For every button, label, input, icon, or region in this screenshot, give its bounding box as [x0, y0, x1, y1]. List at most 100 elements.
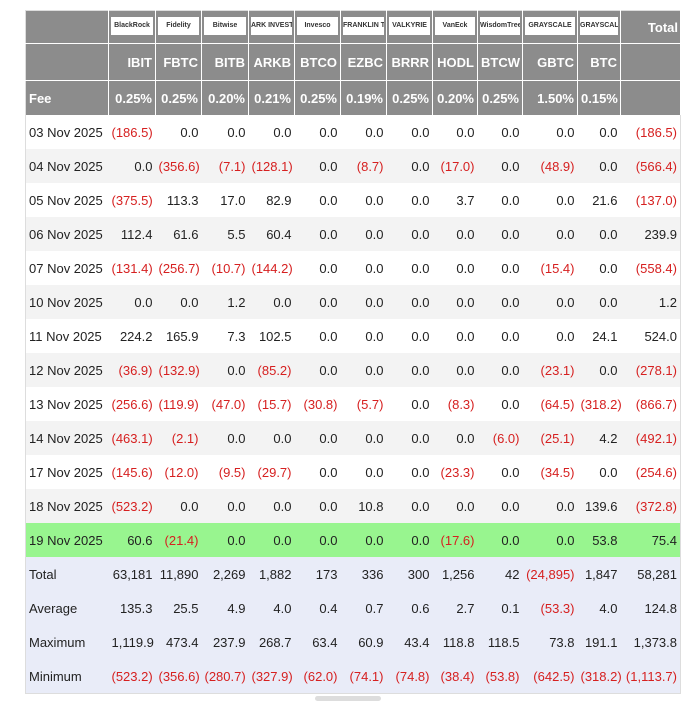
- flow-value: 0.7: [340, 591, 387, 625]
- flow-value: 473.4: [155, 625, 202, 659]
- logo-cell: GRAYSCALE: [522, 10, 578, 44]
- flow-value: 0.0: [386, 251, 433, 285]
- flow-value: (38.4): [432, 659, 478, 694]
- flow-value: (558.4): [620, 251, 681, 285]
- flow-value: (21.4): [155, 523, 202, 557]
- flow-value: (85.2): [248, 353, 295, 387]
- flow-value: 191.1: [577, 625, 621, 659]
- flow-value: 0.0: [201, 523, 249, 557]
- ticker: EZBC: [340, 43, 387, 81]
- flow-value: 0.0: [340, 285, 387, 319]
- flow-value: 25.5: [155, 591, 202, 625]
- flow-value: 0.0: [340, 319, 387, 353]
- fee: 0.25%: [386, 80, 433, 115]
- flow-value: 0.0: [577, 115, 621, 149]
- flow-value: 0.0: [477, 523, 523, 557]
- logo-cell: Fidelity: [155, 10, 202, 44]
- row-label: Maximum: [25, 625, 109, 659]
- flow-value: 0.0: [155, 285, 202, 319]
- flow-value: 63.4: [294, 625, 341, 659]
- empty-cell: [620, 43, 681, 81]
- issuer-logo: Fidelity: [158, 16, 199, 35]
- flow-value: (47.0): [201, 387, 249, 421]
- flow-value: 1,256: [432, 557, 478, 591]
- issuer-logo: ARK INVEST: [251, 16, 292, 35]
- issuer-logo: BlackRock: [111, 16, 153, 35]
- flow-value: 0.0: [248, 285, 295, 319]
- flow-value: (523.2): [108, 659, 156, 694]
- flow-value: (9.5): [201, 455, 249, 489]
- flows-table: BlackRock Fidelity Bitwise ARK INVEST Invesc…: [25, 10, 681, 694]
- flow-value: 113.3: [155, 183, 202, 217]
- flow-value: 0.0: [577, 217, 621, 251]
- flow-value: 0.0: [477, 115, 523, 149]
- flow-value: 0.0: [294, 319, 341, 353]
- flow-value: (34.5): [522, 455, 578, 489]
- flow-value: 0.4: [294, 591, 341, 625]
- flow-value: (318.2): [577, 659, 621, 694]
- row-label: 13 Nov 2025: [25, 387, 109, 421]
- flow-value: 0.0: [386, 285, 433, 319]
- flow-value: 0.0: [386, 183, 433, 217]
- flow-value: 0.0: [294, 251, 341, 285]
- flow-value: 82.9: [248, 183, 295, 217]
- row-label: 19 Nov 2025: [25, 523, 109, 557]
- flow-value: 0.0: [386, 489, 433, 523]
- flow-value: 0.0: [477, 149, 523, 183]
- flow-value: (186.5): [620, 115, 681, 149]
- flow-value: 61.6: [155, 217, 202, 251]
- flow-value: 0.0: [340, 251, 387, 285]
- flow-value: 0.0: [522, 523, 578, 557]
- table-body: 03 Nov 2025 (186.5) 0.0 0.0 0.0 0.0 0.0 0.0 0.0 0…: [25, 115, 681, 694]
- flow-value: (356.6): [155, 659, 202, 694]
- row-label: 07 Nov 2025: [25, 251, 109, 285]
- ticker-row: IBIT FBTC BITB ARKB BTCO EZBC BRRR HODL BTCW GBTC…: [25, 43, 681, 81]
- flow-value: 0.0: [248, 523, 295, 557]
- flow-value: (492.1): [620, 421, 681, 455]
- flow-value: 0.0: [201, 115, 249, 149]
- flow-value: 268.7: [248, 625, 295, 659]
- flow-value: (30.8): [294, 387, 341, 421]
- flow-value: 4.0: [248, 591, 295, 625]
- corner-cell: [25, 10, 109, 44]
- row-label: 12 Nov 2025: [25, 353, 109, 387]
- flow-value: 0.0: [294, 421, 341, 455]
- flow-value: 0.0: [577, 149, 621, 183]
- flow-value: 0.0: [432, 115, 478, 149]
- scrollbar[interactable]: [315, 696, 381, 701]
- flow-value: (642.5): [522, 659, 578, 694]
- flow-value: (15.4): [522, 251, 578, 285]
- flow-value: 0.0: [155, 115, 202, 149]
- flow-value: 5.5: [201, 217, 249, 251]
- issuer-logo: VanEck: [435, 16, 475, 35]
- flow-value: (128.1): [248, 149, 295, 183]
- flow-value: 224.2: [108, 319, 156, 353]
- flow-value: 0.0: [155, 489, 202, 523]
- flow-value: (375.5): [108, 183, 156, 217]
- flow-value: 300: [386, 557, 433, 591]
- flow-value: (74.8): [386, 659, 433, 694]
- row-label: 06 Nov 2025: [25, 217, 109, 251]
- flow-value: 10.8: [340, 489, 387, 523]
- ticker: ARKB: [248, 43, 295, 81]
- flow-value: (144.2): [248, 251, 295, 285]
- flow-value: 0.0: [201, 489, 249, 523]
- logo-cell: VanEck: [432, 10, 478, 44]
- flow-value: (23.3): [432, 455, 478, 489]
- flow-value: 0.0: [340, 115, 387, 149]
- flow-value: 0.0: [386, 455, 433, 489]
- logo-row: BlackRock Fidelity Bitwise ARK INVEST Invesc…: [25, 10, 681, 44]
- logo-cell: BlackRock: [108, 10, 156, 44]
- flow-value: (8.7): [340, 149, 387, 183]
- day-row: 03 Nov 2025 (186.5) 0.0 0.0 0.0 0.0 0.0 0.0 0.0 0…: [25, 115, 681, 149]
- flow-value: 0.0: [577, 353, 621, 387]
- flow-value: 0.0: [248, 421, 295, 455]
- flow-value: 112.4: [108, 217, 156, 251]
- flow-value: 0.0: [340, 455, 387, 489]
- ticker: BTC: [577, 43, 621, 81]
- flow-value: (25.1): [522, 421, 578, 455]
- flow-value: 2,269: [201, 557, 249, 591]
- fee: 0.20%: [432, 80, 478, 115]
- flow-value: 239.9: [620, 217, 681, 251]
- empty-cell: [620, 80, 681, 115]
